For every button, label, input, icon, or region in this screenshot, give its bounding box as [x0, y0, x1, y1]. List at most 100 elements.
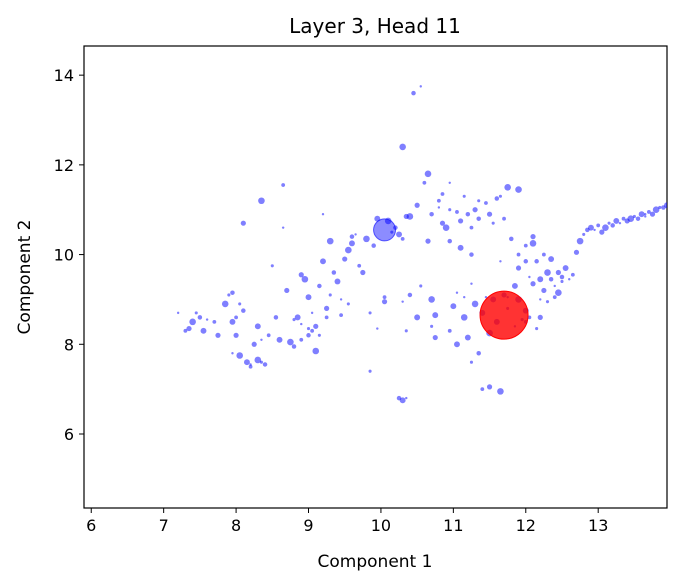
data-point — [537, 276, 544, 283]
data-point — [238, 302, 242, 306]
data-point — [599, 229, 605, 235]
data-point — [294, 314, 301, 321]
data-point — [568, 278, 571, 281]
data-point — [646, 210, 651, 214]
data-point — [491, 221, 495, 225]
data-point — [424, 170, 432, 178]
data-point — [523, 243, 528, 248]
data-point — [448, 181, 451, 185]
data-point — [349, 234, 355, 239]
data-point — [570, 272, 575, 277]
data-point — [602, 224, 609, 231]
data-point — [436, 198, 441, 203]
data-point — [334, 278, 341, 285]
data-point — [530, 234, 536, 240]
data-point — [498, 194, 502, 198]
data-point — [497, 388, 504, 395]
data-point — [248, 364, 253, 369]
data-point — [470, 282, 473, 285]
data-point — [537, 314, 543, 320]
data-point — [504, 183, 511, 191]
data-point — [425, 238, 431, 244]
x-tick-label: 13 — [588, 516, 608, 535]
data-point — [539, 298, 542, 301]
data-point — [301, 275, 309, 283]
data-point — [346, 302, 350, 306]
data-point — [324, 315, 329, 320]
data-point — [221, 300, 229, 308]
data-point — [399, 143, 406, 151]
data-point — [419, 85, 422, 88]
data-point — [312, 347, 320, 355]
data-point — [292, 318, 296, 322]
data-point — [390, 230, 394, 234]
y-tick-label: 6 — [64, 425, 74, 444]
data-point — [516, 252, 521, 257]
data-point — [240, 220, 246, 226]
data-point — [401, 300, 404, 303]
data-point — [281, 183, 286, 187]
data-point — [472, 207, 478, 213]
data-point — [652, 206, 660, 214]
data-point — [635, 216, 641, 221]
data-point — [515, 265, 522, 271]
y-tick-label: 8 — [64, 335, 74, 354]
data-point — [194, 311, 198, 315]
data-point — [515, 186, 522, 193]
data-point — [541, 252, 546, 257]
data-point — [464, 334, 471, 341]
data-point — [328, 293, 332, 297]
data-point — [381, 299, 388, 305]
data-point — [649, 211, 656, 217]
points-layer — [176, 85, 667, 404]
data-point — [305, 294, 312, 301]
data-point — [442, 224, 450, 231]
data-point — [281, 226, 285, 229]
data-point — [227, 293, 231, 297]
data-point — [447, 328, 452, 333]
data-point — [465, 211, 471, 217]
data-point — [610, 223, 615, 228]
data-point — [324, 305, 330, 311]
data-point — [231, 352, 234, 355]
data-point — [494, 196, 500, 201]
data-point — [241, 308, 246, 313]
data-point — [317, 333, 321, 337]
ticks-layer: 6 7 8 9 10 11 12 13 6 8 10 12 14 — [54, 66, 609, 535]
data-point — [560, 279, 564, 284]
data-point — [545, 300, 550, 304]
data-point — [455, 291, 459, 294]
data-point — [176, 311, 180, 315]
data-point — [414, 202, 420, 208]
data-point — [371, 243, 376, 248]
y-tick-label: 14 — [54, 66, 74, 85]
x-axis-label: Component 1 — [318, 552, 433, 572]
data-point — [457, 244, 464, 251]
data-point — [428, 296, 435, 303]
data-point — [535, 327, 539, 331]
plot-frame — [83, 45, 668, 509]
data-point — [284, 287, 290, 294]
highlight-point — [479, 290, 529, 340]
data-point — [480, 387, 485, 392]
y-axis-label: Component 2 — [15, 220, 35, 335]
data-point — [376, 327, 379, 330]
data-point — [555, 269, 561, 276]
data-point — [502, 216, 506, 221]
data-point — [260, 338, 263, 341]
data-point — [618, 221, 622, 225]
data-point — [262, 362, 268, 367]
x-tick-label: 11 — [443, 516, 463, 535]
data-point — [310, 311, 314, 315]
data-point — [357, 263, 362, 268]
data-point — [363, 235, 370, 243]
y-tick-label: 10 — [54, 246, 74, 265]
y-tick-label: 12 — [54, 156, 74, 175]
data-point — [576, 237, 584, 245]
data-point — [229, 318, 236, 325]
data-point — [317, 283, 322, 289]
data-point — [484, 201, 488, 205]
data-point — [400, 236, 405, 241]
data-point — [469, 252, 474, 257]
data-point — [471, 300, 479, 308]
